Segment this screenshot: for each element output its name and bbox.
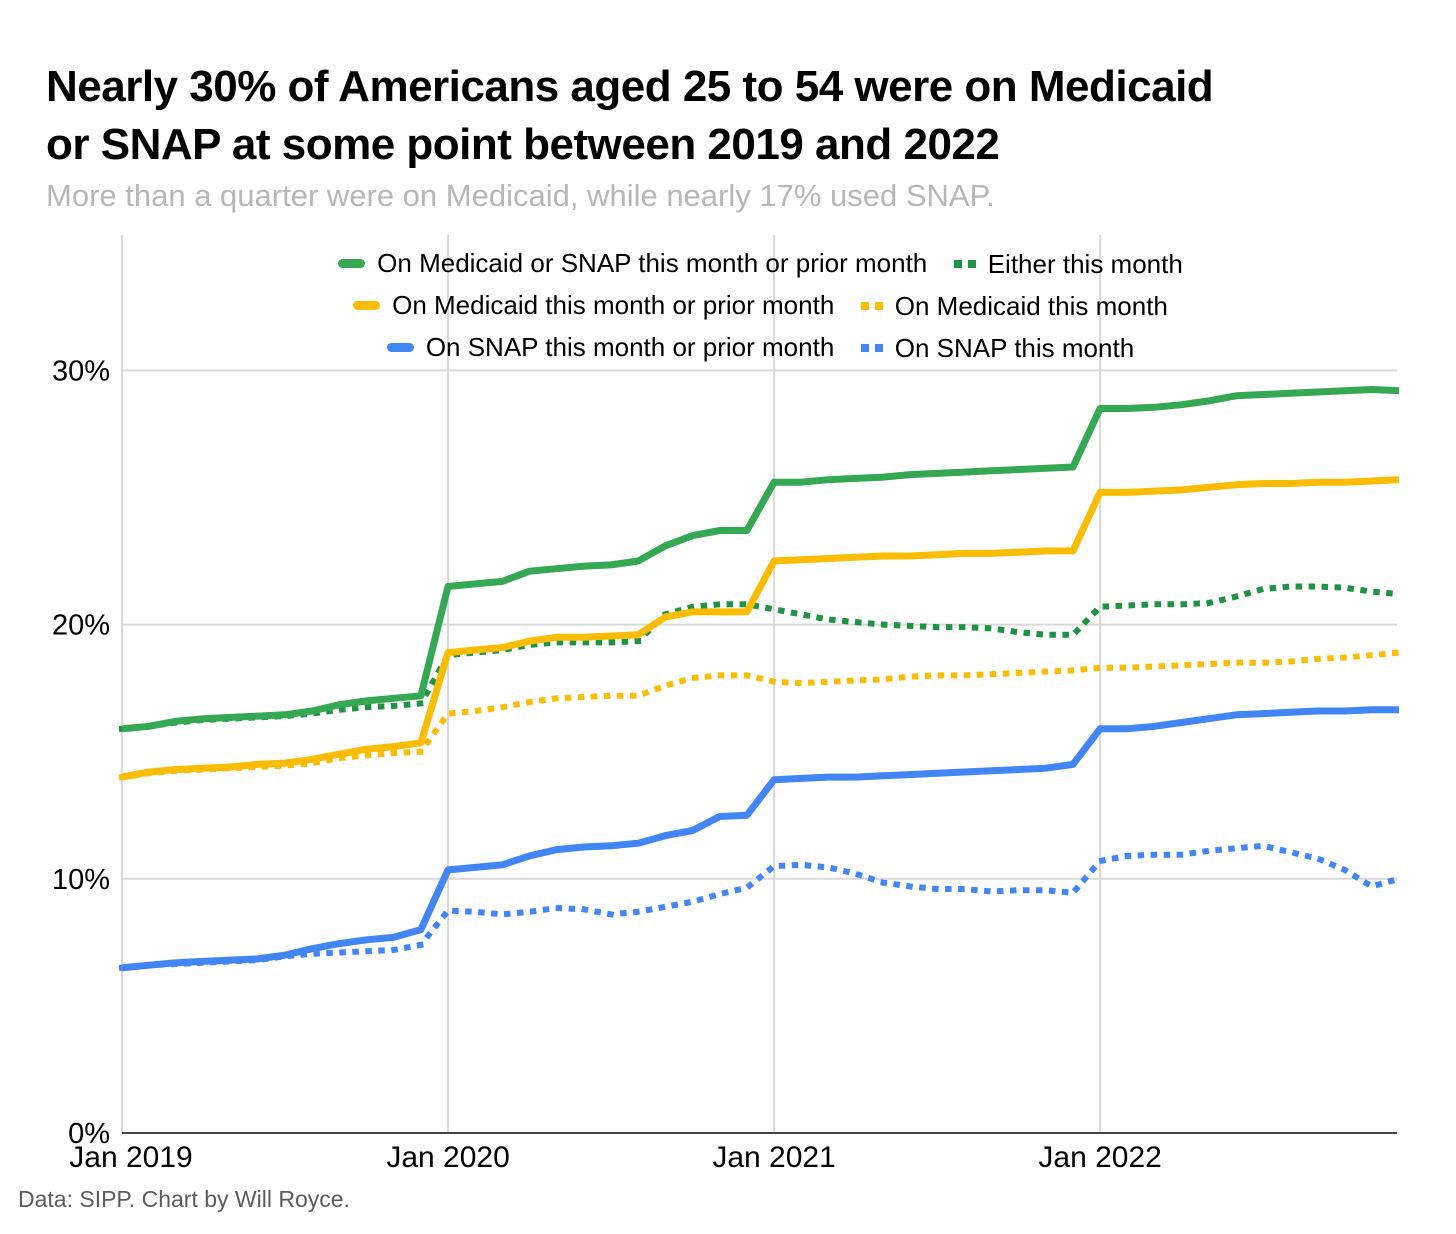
y-tick-label: 0%	[68, 1118, 110, 1150]
x-tick-label: Jan 2021	[712, 1141, 835, 1174]
legend-label: On Medicaid this month or prior month	[392, 290, 835, 320]
y-tick-label: 30%	[52, 355, 110, 387]
chart-legend: On Medicaid or SNAP this month or prior …	[122, 247, 1399, 373]
y-tick-label: 10%	[52, 864, 110, 896]
legend-item-medicaid-this-month: On Medicaid this month	[860, 290, 1168, 322]
series-on-medicaid-this-month-or-prior-month	[121, 476, 1400, 781]
chart-title-line1: Nearly 30% of Americans aged 25 to 54 we…	[46, 62, 1214, 111]
legend-label: On SNAP this month or prior month	[425, 332, 835, 362]
series-on-medicaid-or-snap-this-month-or-prior-month	[121, 386, 1400, 733]
legend-swatch-yellow-solid-icon	[353, 300, 381, 310]
series-either-this-month	[118, 583, 1403, 733]
legend-row-either: On Medicaid or SNAP this month or prior …	[122, 247, 1399, 279]
legend-label: Either this month	[987, 248, 1183, 279]
legend-swatch-yellow-dotted-icon	[860, 301, 883, 310]
chart-source-note: Data: SIPP. Chart by Will Royce.	[18, 1186, 350, 1212]
legend-item-medicaid-or-snap-prior: On Medicaid or SNAP this month or prior …	[338, 247, 927, 279]
legend-swatch-green-dotted-icon	[953, 259, 976, 268]
series-on-snap-this-month-or-prior-month	[121, 706, 1399, 972]
legend-item-either-this-month: Either this month	[953, 248, 1183, 280]
legend-label: On Medicaid this month	[894, 290, 1168, 321]
legend-swatch-blue-solid-icon	[386, 342, 414, 352]
legend-row-snap: On SNAP this month or prior month On SNA…	[122, 331, 1399, 363]
series-on-snap-this-month	[118, 842, 1403, 972]
x-tick-label: Jan 2019	[69, 1141, 192, 1174]
chart-subtitle: More than a quarter were on Medicaid, wh…	[46, 178, 995, 213]
legend-swatch-blue-dotted-icon	[860, 343, 883, 352]
chart-title-line2: or SNAP at some point between 2019 and 2…	[46, 120, 1000, 170]
legend-swatch-green-solid-icon	[338, 258, 366, 268]
legend-label: On Medicaid or SNAP this month or prior …	[377, 248, 928, 278]
x-tick-label: Jan 2022	[1038, 1141, 1161, 1174]
legend-item-medicaid-prior: On Medicaid this month or prior month	[353, 289, 834, 321]
x-tick-label: Jan 2020	[386, 1141, 509, 1174]
legend-item-snap-prior: On SNAP this month or prior month	[386, 331, 835, 363]
y-tick-label: 20%	[52, 610, 110, 642]
legend-row-medicaid: On Medicaid this month or prior month On…	[122, 289, 1399, 321]
series-on-medicaid-this-month	[118, 649, 1403, 781]
legend-label: On SNAP this month	[894, 332, 1135, 363]
legend-item-snap-this-month: On SNAP this month	[860, 332, 1135, 364]
chart-title: Nearly 30% of Americans aged 25 to 54 we…	[46, 58, 1436, 174]
